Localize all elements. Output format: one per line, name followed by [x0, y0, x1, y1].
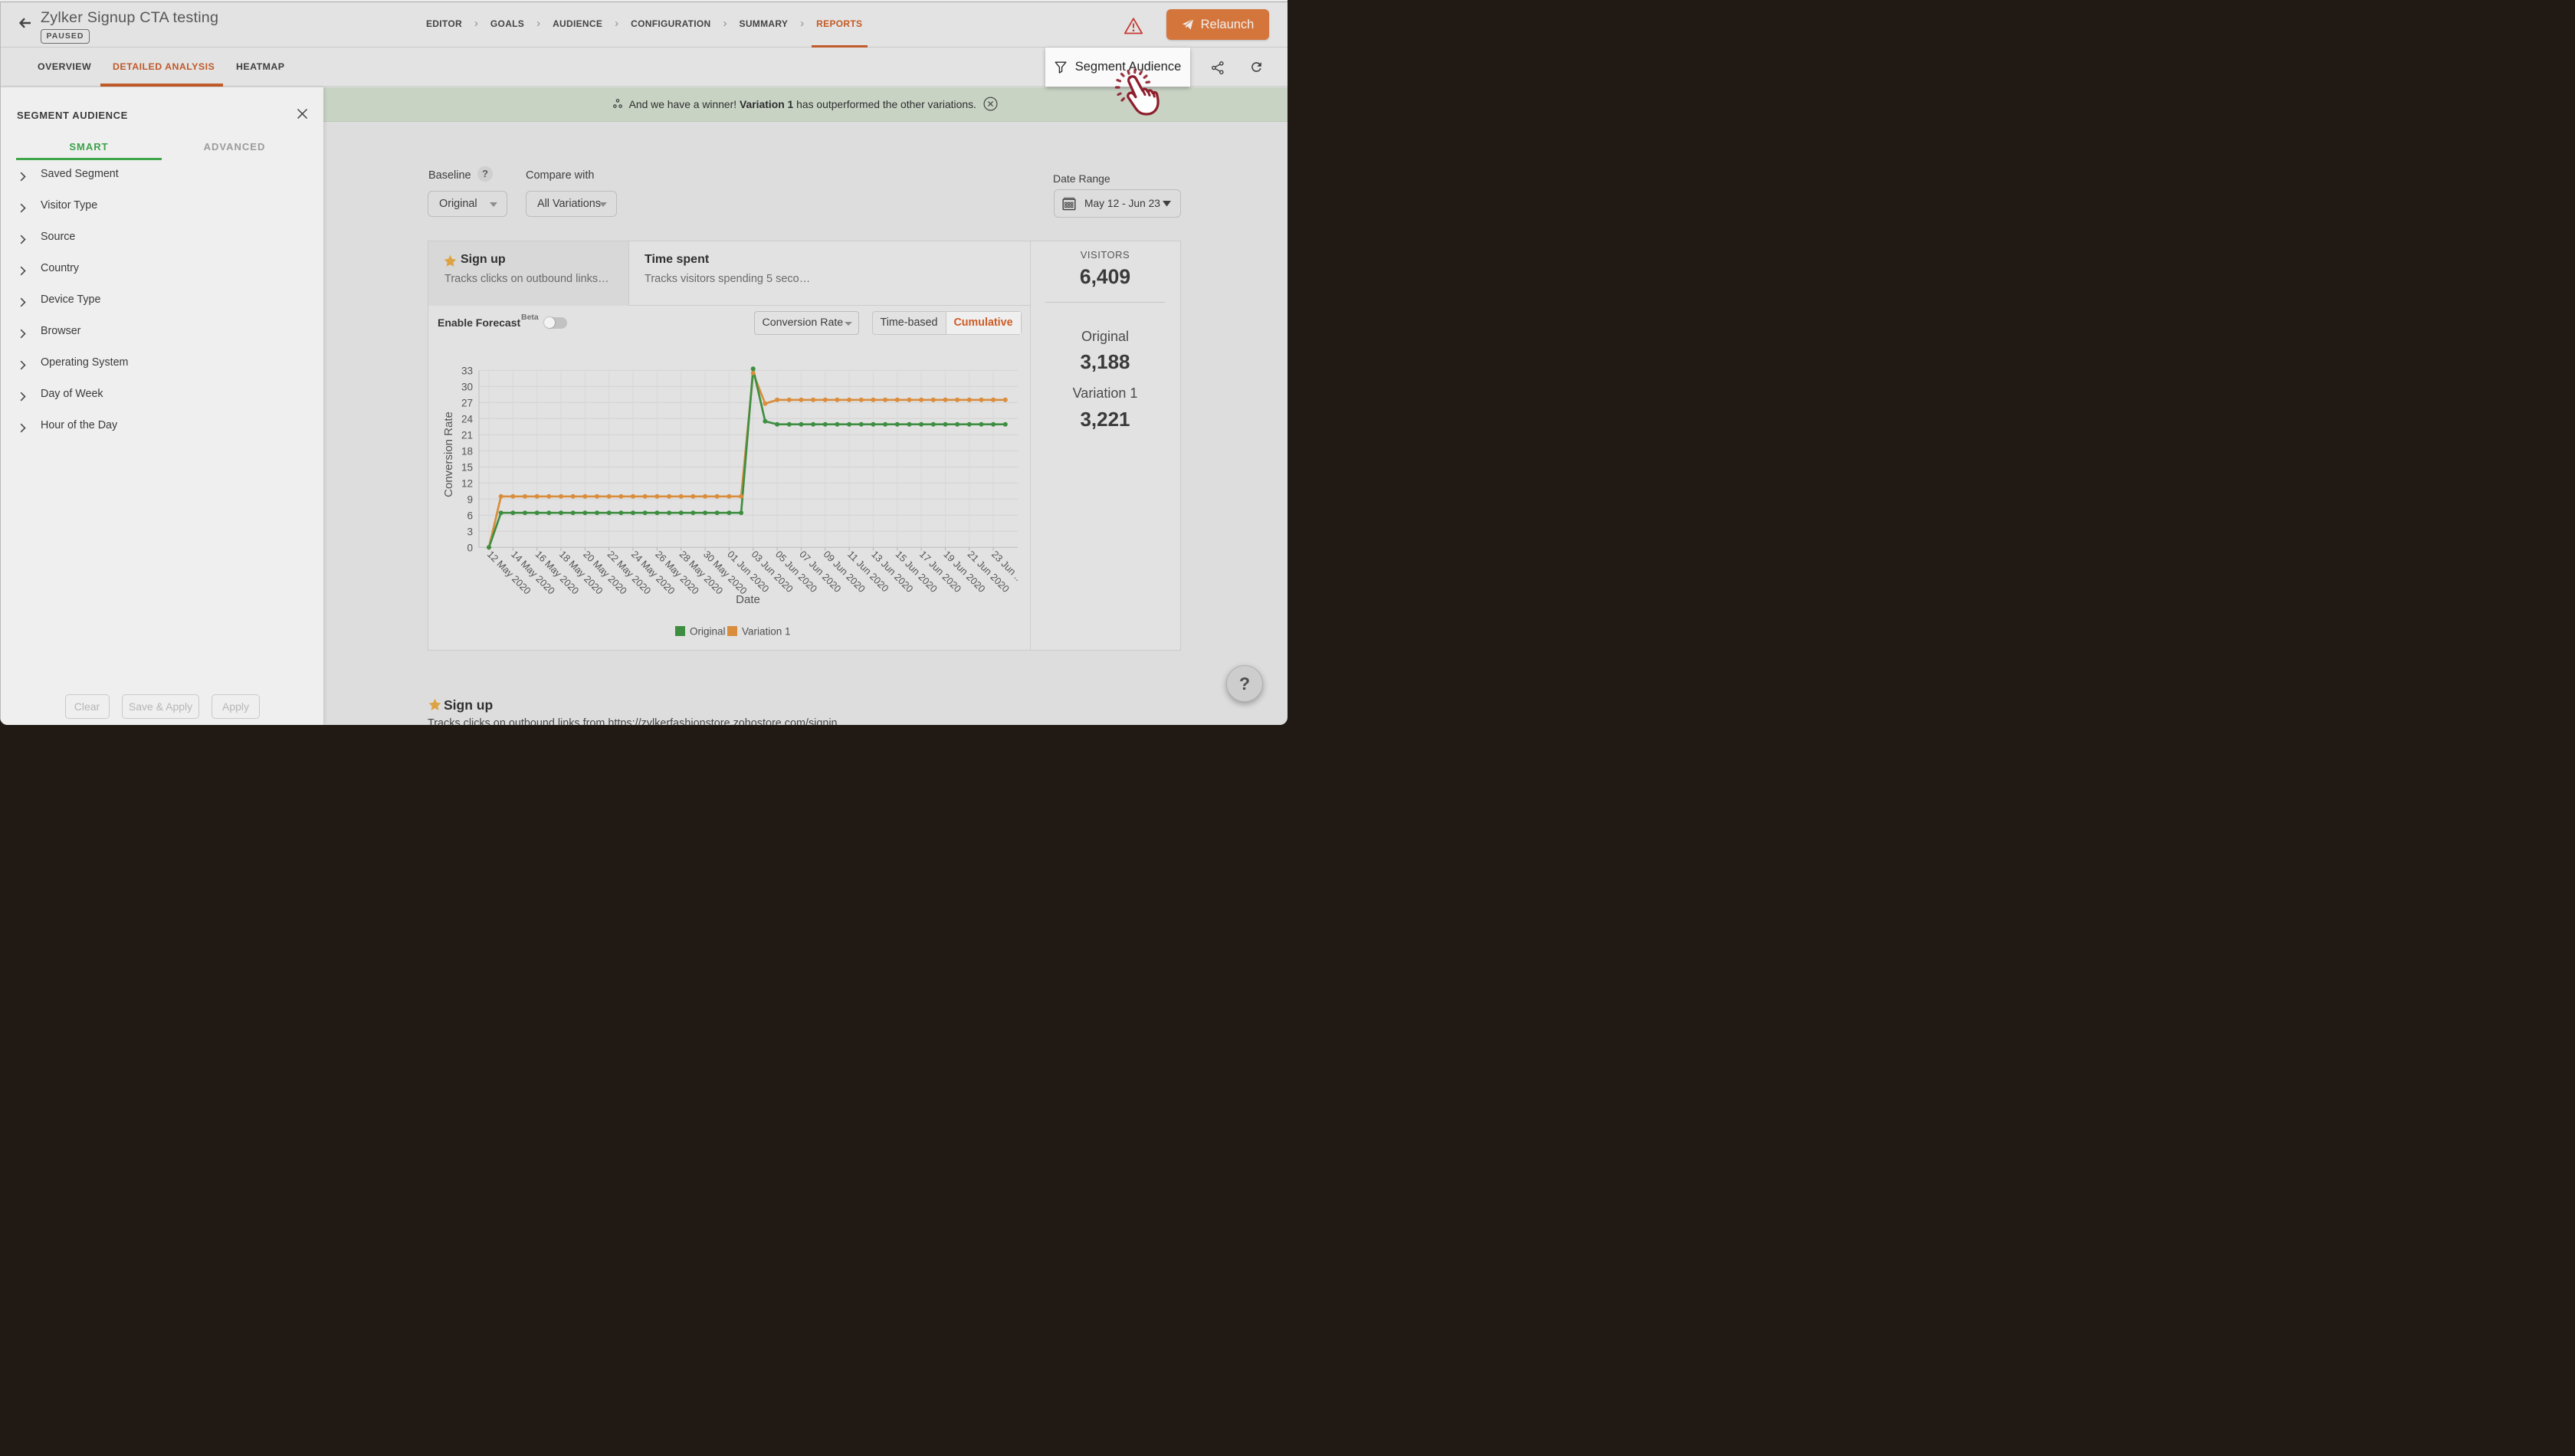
- svg-text:Conversion Rate: Conversion Rate: [442, 412, 455, 497]
- svg-text:18: 18: [461, 445, 473, 457]
- svg-text:12: 12: [461, 477, 473, 489]
- svg-text:0: 0: [467, 542, 473, 553]
- svg-text:30: 30: [461, 381, 473, 392]
- svg-text:27: 27: [461, 397, 473, 408]
- svg-text:3: 3: [467, 526, 473, 537]
- svg-text:15: 15: [461, 461, 473, 473]
- svg-text:Original: Original: [690, 625, 726, 637]
- svg-text:24: 24: [461, 413, 474, 425]
- svg-text:Date: Date: [736, 593, 760, 606]
- svg-text:9: 9: [467, 494, 473, 505]
- svg-text:21: 21: [461, 429, 473, 441]
- svg-text:6: 6: [467, 510, 473, 521]
- svg-text:33: 33: [461, 365, 473, 376]
- svg-text:Variation 1: Variation 1: [742, 625, 791, 637]
